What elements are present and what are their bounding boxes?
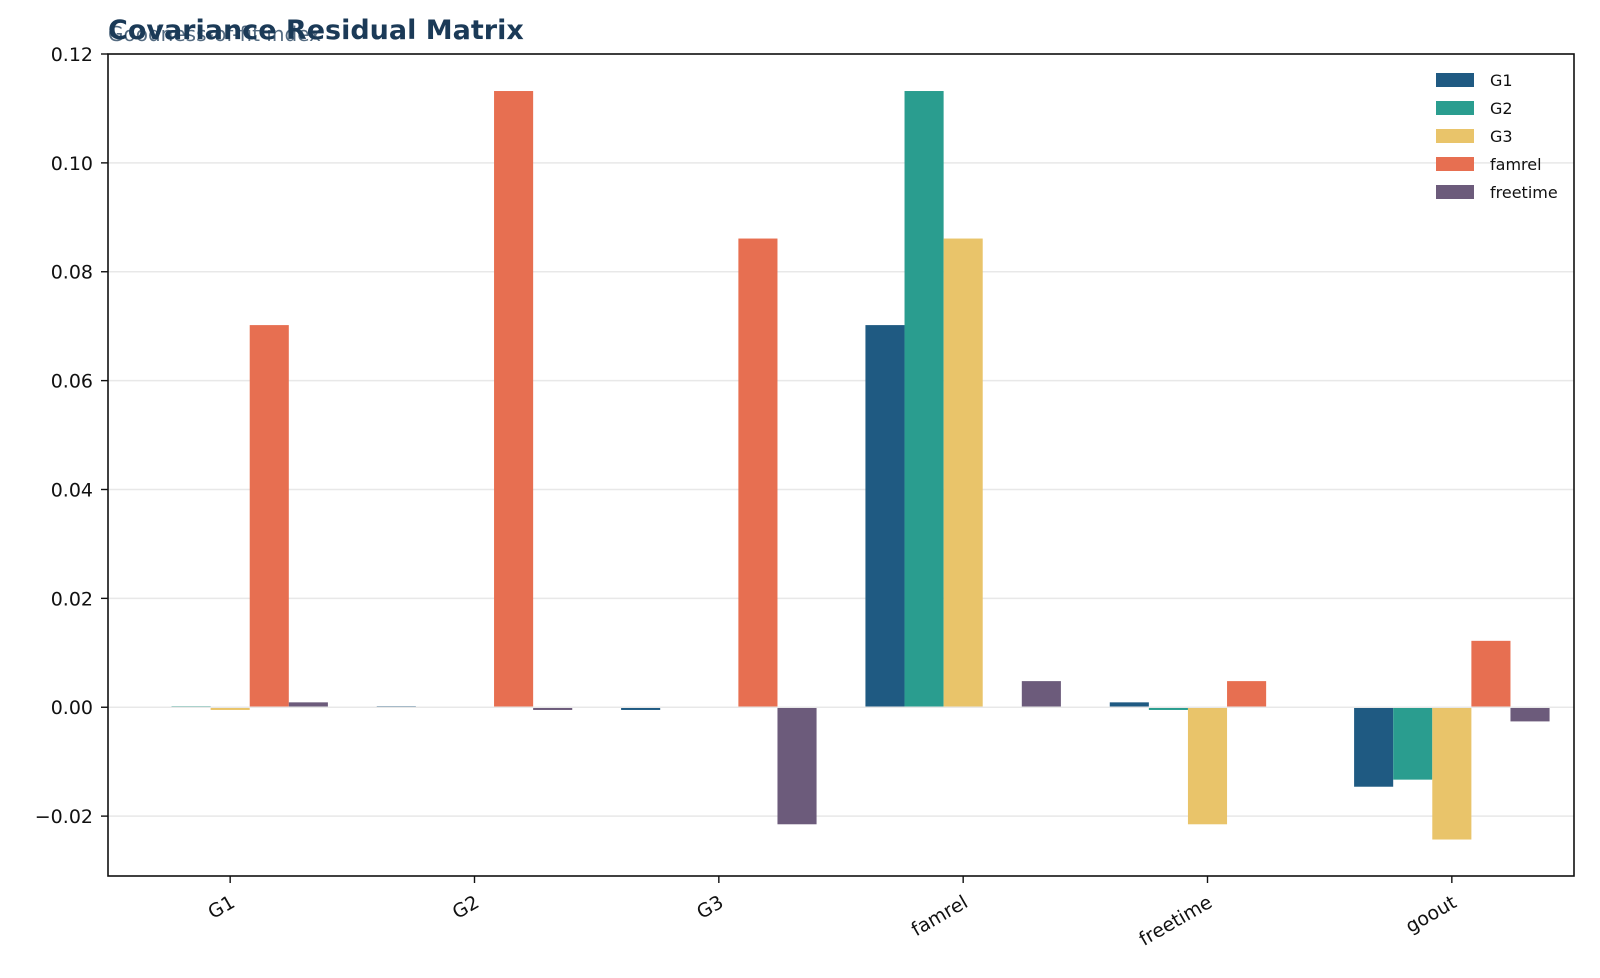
x-axis: G1 G2 G3 famrel freetime goout — [204, 876, 1460, 951]
x-tick-label: goout — [1402, 891, 1460, 937]
bar-G1-G3 — [621, 707, 661, 710]
bar-freetime-famrel — [1021, 681, 1061, 708]
chart-subtitle: Goodness-of-fit index — [108, 22, 321, 46]
x-tick-label: G1 — [204, 891, 238, 923]
x-tick-label: G3 — [693, 891, 727, 923]
legend-label-G3: G3 — [1490, 127, 1513, 146]
legend-swatch-freetime — [1436, 185, 1474, 199]
bar-G3-G1 — [210, 707, 250, 710]
y-tick-label: −0.02 — [35, 806, 93, 828]
legend-swatch-G1 — [1436, 73, 1474, 87]
chart-title: Covariance Residual Matrix — [108, 15, 524, 46]
bar-famrel-G3 — [738, 238, 778, 708]
bar-famrel-G1 — [249, 325, 289, 708]
legend-label-G1: G1 — [1490, 71, 1513, 90]
grid-lines — [108, 53, 1574, 817]
legend-label-freetime: freetime — [1490, 183, 1558, 202]
legend-swatch-famrel — [1436, 157, 1474, 171]
legend-label-famrel: famrel — [1490, 155, 1542, 174]
y-tick-label: 0.12 — [51, 44, 93, 66]
y-axis: −0.02 0.00 0.02 0.04 0.06 0.08 0.10 0.12 — [35, 44, 108, 828]
bar-G2-goout — [1393, 707, 1433, 780]
bar-freetime-goout — [1510, 707, 1550, 722]
bar-freetime-G1 — [288, 702, 328, 708]
legend-swatch-G2 — [1436, 101, 1474, 115]
bars — [171, 91, 1550, 840]
y-tick-label: 0.06 — [51, 371, 93, 393]
x-tick-label: G2 — [449, 891, 483, 923]
bar-famrel-G2 — [494, 91, 534, 708]
bar-famrel-freetime — [1227, 681, 1267, 708]
y-tick-label: 0.08 — [51, 262, 93, 284]
bar-freetime-G3 — [777, 707, 817, 825]
plot-frame — [107, 53, 1575, 877]
bar-freetime-G2 — [533, 707, 573, 710]
bar-G1-famrel — [865, 325, 905, 708]
legend: G1 G2 G3 famrel freetime — [1436, 71, 1558, 202]
y-tick-label: 0.10 — [51, 153, 93, 175]
bar-G2-famrel — [904, 91, 944, 708]
x-tick-label: freetime — [1135, 891, 1216, 950]
bar-G3-famrel — [943, 238, 983, 708]
bar-G2-freetime — [1148, 707, 1188, 710]
legend-swatch-G3 — [1436, 129, 1474, 143]
bar-G1-goout — [1354, 707, 1394, 787]
bar-G3-goout — [1432, 707, 1472, 840]
bar-famrel-goout — [1471, 640, 1511, 708]
y-tick-label: 0.00 — [51, 697, 93, 719]
bar-G3-freetime — [1187, 707, 1228, 825]
legend-label-G2: G2 — [1490, 99, 1513, 118]
y-tick-label: 0.04 — [51, 479, 93, 501]
y-tick-label: 0.02 — [51, 588, 93, 610]
x-tick-label: famrel — [908, 891, 972, 941]
bar-G1-freetime — [1109, 702, 1149, 708]
